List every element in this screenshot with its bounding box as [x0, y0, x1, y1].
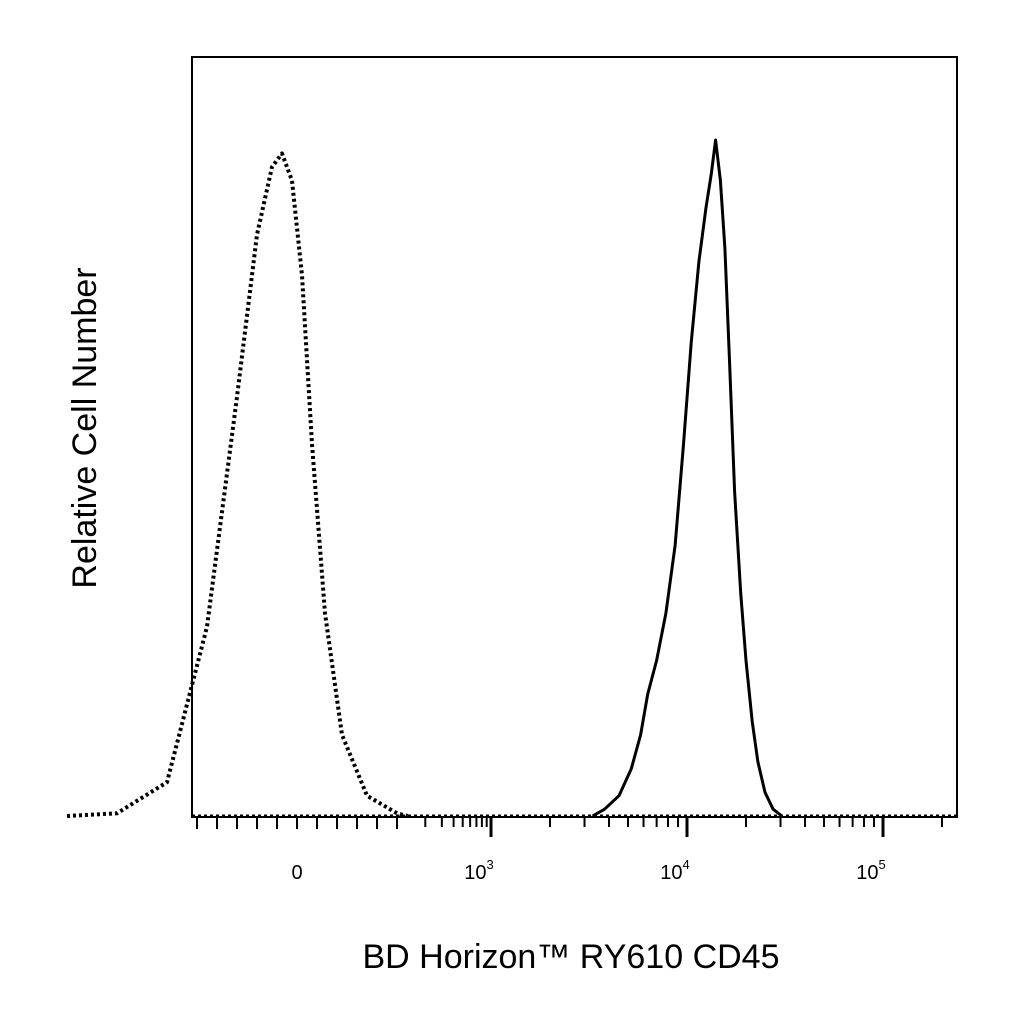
series-layer	[66, 138, 957, 818]
y-axis-label: Relative Cell Number	[66, 267, 104, 588]
x-tick-label: 103	[464, 857, 493, 884]
x-axis-label: BD Horizon™ RY610 CD45	[363, 938, 780, 976]
x-tick-label: 0	[291, 862, 302, 884]
histogram-series-isotype-control	[66, 151, 409, 818]
plot-frame	[191, 56, 958, 818]
x-tick-label: 104	[660, 857, 689, 884]
histogram-series-stained	[591, 138, 783, 818]
x-axis-ticks	[196, 817, 944, 837]
x-tick-label: 105	[856, 857, 885, 884]
x-axis-tick-labels: 0 103 104 105	[291, 857, 885, 884]
